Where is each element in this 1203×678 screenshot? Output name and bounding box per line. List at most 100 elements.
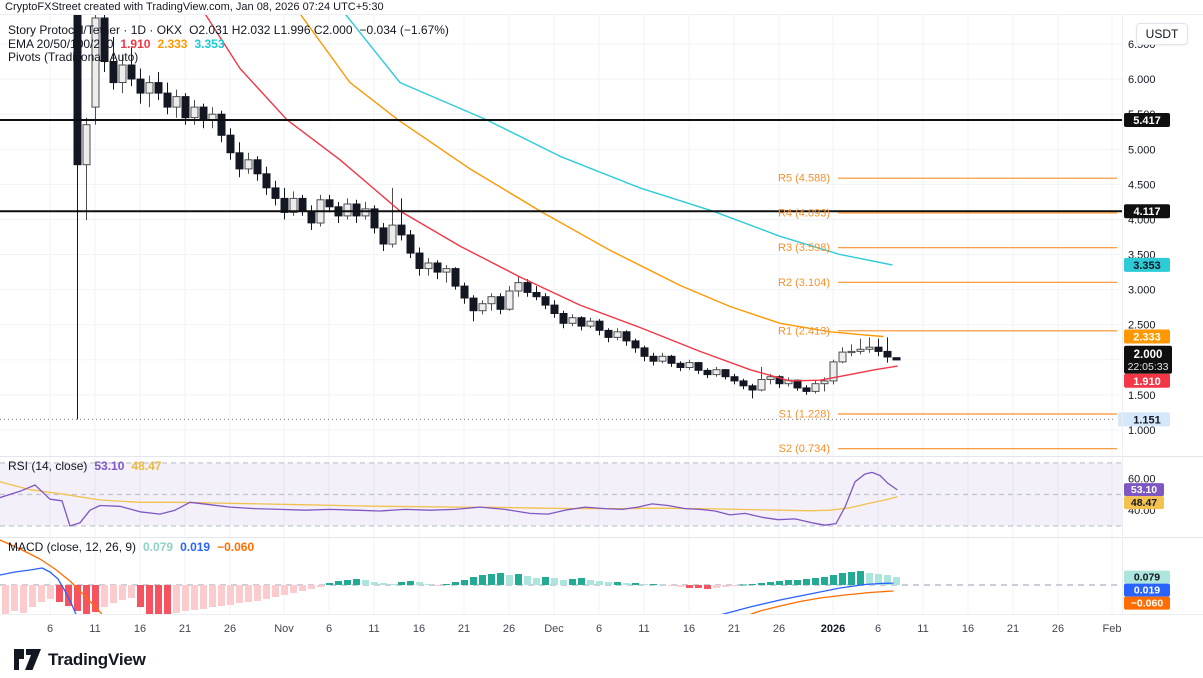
candle-body <box>91 17 100 108</box>
macd-histogram-bar <box>155 585 162 614</box>
candle-body <box>730 376 739 382</box>
pivots-label: Pivots (Traditional, Auto) <box>8 50 139 64</box>
macd-histogram-bar <box>353 579 360 585</box>
macd-histogram-bar <box>767 582 774 585</box>
candle-body <box>100 17 109 62</box>
candle-body <box>622 331 631 342</box>
axis-price-label <box>1124 345 1172 374</box>
macd-histogram-bar <box>857 571 864 585</box>
main-legend: Story Protocol/Tether · 1D · OKX O2.031 H… <box>8 23 456 65</box>
macd-histogram-bar <box>299 585 306 591</box>
macd-histogram-bar <box>479 575 486 585</box>
tradingview-logo[interactable]: TradingView <box>14 649 146 671</box>
macd-histogram-bar <box>434 585 441 586</box>
macd-histogram-bar <box>20 585 27 613</box>
ema50-value: 2.333 <box>157 36 188 51</box>
macd-histogram-bar <box>200 585 207 609</box>
macd-histogram-bar <box>668 585 675 586</box>
macd-series[interactable] <box>0 539 900 678</box>
macd-histogram-bar <box>623 583 630 585</box>
macd-histogram-bar <box>47 585 54 599</box>
macd-histogram-bar <box>776 581 783 585</box>
macd-histogram-bar <box>335 581 342 585</box>
price-label-text: 1.151 <box>1133 414 1161 426</box>
rsi-label: RSI (14, close) <box>8 459 88 473</box>
macd-histogram-bar <box>2 585 9 614</box>
horizontal-price-lines[interactable]: Low <box>0 119 1147 427</box>
candle-body <box>595 320 604 331</box>
macd-histogram-bar <box>407 581 414 585</box>
candle-body <box>559 313 568 324</box>
macd-histogram-bar <box>794 580 801 585</box>
price-axis[interactable]: 6.5006.0005.5005.0004.5004.0003.5003.000… <box>1124 39 1172 610</box>
candle-body <box>514 282 523 292</box>
candle-body <box>253 159 262 175</box>
time-axis[interactable]: 6 11 16 21 26 Nov 6 11 16 21 26 Dec 6 11 16 21 26 2026 6 11… <box>47 623 1122 635</box>
macd-histogram-bar <box>173 585 180 613</box>
price-tick: 6.000 <box>1128 74 1156 86</box>
macd-histogram-bar <box>443 584 450 585</box>
ema100-line <box>344 14 893 266</box>
candle-body <box>838 351 847 363</box>
macd-histogram-bar <box>677 585 684 587</box>
symbol-legend-row[interactable]: Story Protocol/Tether · 1D · OKX O2.031 H… <box>8 23 456 38</box>
macd-histogram-bar <box>254 585 261 601</box>
rsi-axis-label <box>1124 496 1164 510</box>
macd-histogram-bar <box>659 584 666 586</box>
candle-body <box>433 262 442 273</box>
macd-histogram-bar <box>425 584 432 585</box>
macd-histogram-bar <box>110 585 117 603</box>
pivot-label-r1: R1 (2.413) <box>778 325 830 337</box>
macd-legend[interactable]: MACD (close, 12, 26, 9) 0.079 0.019 −0.060 <box>8 540 261 555</box>
macd-histogram-bar <box>38 585 45 602</box>
candle-body <box>568 317 577 324</box>
time-label: 11 <box>89 623 100 635</box>
rsi-axis-label <box>1124 483 1164 497</box>
macd-histogram-bar <box>191 585 198 610</box>
ema-legend-row[interactable]: EMA 20/50/100/200 1.910 2.333 3.353 <box>8 36 456 52</box>
rsi-line <box>0 471 898 527</box>
rsi-legend[interactable]: RSI (14, close) 53.10 48.47 <box>8 459 168 474</box>
time-label: 11 <box>638 623 649 635</box>
candle-body <box>370 208 379 229</box>
candle-body <box>739 380 748 387</box>
macd-histogram-bar <box>569 579 576 585</box>
candle-body <box>181 96 190 119</box>
macd-axis-label-text: 0.079 <box>1134 572 1160 584</box>
macd-histogram-bar <box>101 585 108 607</box>
macd-histogram-bar <box>866 573 873 585</box>
axis-price-label <box>1124 329 1170 344</box>
candle-body <box>208 113 217 121</box>
ema-lines[interactable] <box>204 14 898 382</box>
time-label: 16 <box>683 623 695 635</box>
macd-axis-label-text: 0.019 <box>1134 585 1160 597</box>
ema20-line <box>204 14 898 382</box>
candlestick-series[interactable] <box>73 0 901 420</box>
price-tick: 4.500 <box>1128 179 1156 191</box>
candle-body <box>541 296 550 306</box>
ema-label: EMA 20/50/100/200 <box>8 36 114 51</box>
macd-histogram-bar <box>452 582 459 585</box>
macd-histogram-bar <box>686 585 693 588</box>
candle-body <box>820 380 829 385</box>
pivot-label-r5: R5 (4.588) <box>778 173 830 185</box>
macd-histogram-bar <box>227 585 234 605</box>
macd-histogram-bar <box>758 583 765 585</box>
macd-histogram-bar <box>884 575 891 585</box>
pivot-levels[interactable]: R5 (4.588) R4 (4.093) R3 (3.598) R2 (3.104)… <box>778 173 1117 456</box>
macd-histogram-bar <box>560 580 567 585</box>
macd-histogram-bar <box>272 585 279 597</box>
rsi-series[interactable] <box>0 471 898 527</box>
candle-body <box>118 64 127 83</box>
time-label: 21 <box>458 623 470 635</box>
currency-button[interactable]: USDT <box>1136 23 1188 45</box>
candle-body <box>379 227 388 245</box>
price-label-text: 3.353 <box>1133 260 1161 272</box>
pivots-legend-row[interactable]: Pivots (Traditional, Auto) <box>8 50 456 65</box>
candle-body <box>262 173 271 189</box>
macd-histogram-bar <box>398 582 405 585</box>
macd-histogram-bar <box>317 585 324 587</box>
time-label: 21 <box>179 623 191 635</box>
macd-histogram-bar <box>308 585 315 589</box>
